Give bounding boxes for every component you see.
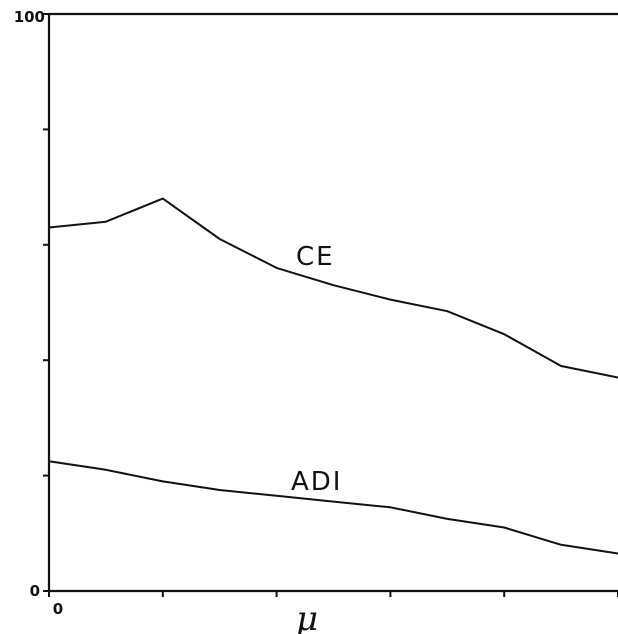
y-tick-label-0: 0 xyxy=(30,582,40,600)
series-label-adi: ADI xyxy=(291,467,342,497)
series-line-ce xyxy=(48,197,618,379)
y-tick-label-100: 100 xyxy=(14,8,45,26)
x-tick-label-0: 0 xyxy=(53,600,63,618)
axis-ticks xyxy=(43,13,618,597)
series-line-adi xyxy=(48,460,618,555)
x-axis-label: μ xyxy=(296,599,318,634)
series-label-ce: CE xyxy=(296,242,335,272)
series-layer xyxy=(48,197,618,555)
